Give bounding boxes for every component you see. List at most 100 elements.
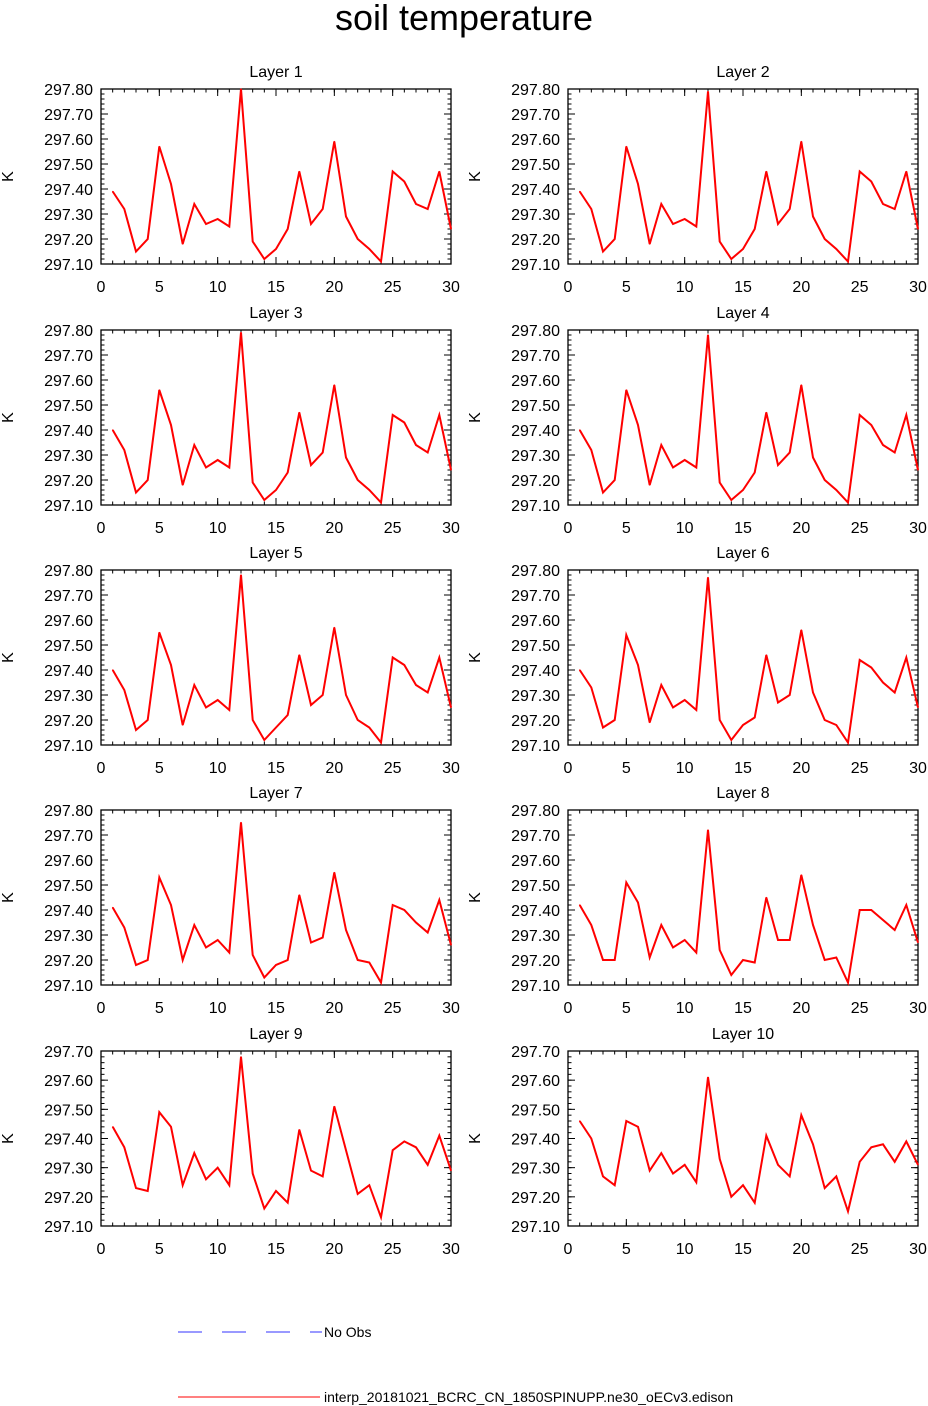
- data-point: [847, 260, 849, 263]
- data-point: [754, 471, 756, 474]
- y-tick-label: 297.40: [511, 903, 560, 920]
- data-point: [672, 1172, 674, 1175]
- x-tick-label: 0: [97, 1000, 106, 1017]
- x-tick-label: 20: [325, 279, 343, 296]
- data-point: [742, 959, 744, 961]
- data-point: [882, 1143, 884, 1145]
- y-tick-label: 297.20: [511, 473, 560, 490]
- data-point: [800, 140, 802, 143]
- data-point: [438, 899, 440, 901]
- plot-frame: [100, 569, 452, 746]
- x-tick-label: 20: [792, 1000, 810, 1017]
- y-tick-label: 297.20: [44, 953, 93, 970]
- data-point: [240, 574, 242, 576]
- y-axis-label: K: [0, 1133, 17, 1144]
- series-points: [579, 1076, 919, 1213]
- panel-8: Layer 8 K 297.10 297.20 297.30 297.40 297.50 29…: [467, 785, 927, 1017]
- data-point: [112, 669, 114, 671]
- panel-5: Layer 5 K 297.10 297.20 297.30 297.40 297.50 29…: [0, 545, 460, 777]
- data-point: [695, 951, 697, 954]
- series-line: [111, 822, 452, 986]
- y-tick-label: 297.10: [511, 738, 560, 755]
- data-point: [158, 389, 160, 391]
- data-point: [427, 691, 429, 694]
- y-tick-label: 297.30: [44, 207, 93, 224]
- series-line: [578, 334, 919, 505]
- data-point: [649, 1169, 651, 1172]
- y-tick-label: 297.30: [44, 1161, 93, 1178]
- panel-7: Layer 7 K 297.10 297.20 297.30 297.40 297.50 29…: [0, 785, 460, 1017]
- panel-title: Layer 6: [716, 545, 769, 562]
- x-tick-label: 5: [622, 760, 631, 777]
- data-point: [427, 208, 429, 210]
- data-point: [112, 1126, 114, 1128]
- x-tick-label: 10: [676, 1241, 694, 1258]
- figure-title: soil temperature: [335, 0, 593, 38]
- series-points: [112, 88, 452, 263]
- data-point: [228, 1184, 230, 1186]
- y-tick-label: 297.50: [511, 638, 560, 655]
- y-ticks: [101, 329, 451, 506]
- data-point: [298, 411, 300, 414]
- data-point: [882, 444, 884, 446]
- data-point: [894, 208, 896, 210]
- x-tick-label: 5: [622, 1000, 631, 1017]
- y-tick-label: 297.10: [44, 498, 93, 515]
- data-point: [158, 1111, 160, 1113]
- y-tick-label: 297.20: [511, 713, 560, 730]
- x-ticks: [567, 89, 919, 264]
- data-point: [170, 664, 172, 666]
- data-point: [228, 225, 230, 228]
- x-tick-label: 0: [564, 760, 573, 777]
- data-point: [812, 1143, 814, 1145]
- data-point: [123, 689, 125, 691]
- data-point: [625, 389, 627, 391]
- data-point: [730, 258, 732, 260]
- data-point: [730, 739, 732, 741]
- data-point: [147, 1190, 149, 1192]
- data-point: [415, 1146, 417, 1148]
- data-point: [824, 479, 826, 481]
- data-point: [357, 238, 359, 240]
- y-tick-label: 297.20: [44, 713, 93, 730]
- x-tick-label: 10: [676, 760, 694, 777]
- data-point: [637, 424, 639, 426]
- data-point: [777, 223, 779, 225]
- data-point: [859, 170, 861, 173]
- data-point: [135, 250, 137, 253]
- series-points: [112, 821, 452, 984]
- data-point: [345, 215, 347, 218]
- data-point: [812, 215, 814, 218]
- y-tick-label: 297.70: [44, 1044, 93, 1061]
- y-tick-label: 297.40: [44, 1132, 93, 1149]
- data-point: [147, 959, 149, 961]
- panel-1: Layer 1 K 297.10 297.20 297.30 297.40 297.50 29…: [0, 64, 460, 296]
- x-tick-label: 10: [209, 760, 227, 777]
- data-point: [789, 1175, 791, 1178]
- data-point: [287, 959, 289, 961]
- data-point: [322, 208, 324, 210]
- y-tick-label: 297.60: [511, 132, 560, 149]
- panel-4: Layer 4 K 297.10 297.20 297.30 297.40 297.50 29…: [467, 305, 927, 537]
- x-tick-label: 30: [909, 760, 927, 777]
- data-point: [193, 684, 195, 686]
- x-tick-label: 10: [676, 520, 694, 537]
- data-point: [894, 451, 896, 454]
- data-point: [707, 1076, 709, 1078]
- data-point: [450, 1169, 452, 1172]
- data-point: [310, 1169, 312, 1172]
- y-tick-label: 297.80: [511, 563, 560, 580]
- data-point: [672, 946, 674, 949]
- data-point: [147, 479, 149, 481]
- x-ticks: [567, 810, 919, 985]
- data-point: [730, 974, 732, 976]
- data-point: [392, 170, 394, 173]
- data-point: [684, 218, 686, 220]
- data-point: [298, 1129, 300, 1131]
- data-point: [917, 941, 919, 944]
- data-point: [765, 654, 767, 656]
- y-tick-label: 297.30: [44, 928, 93, 945]
- x-tick-label: 0: [564, 520, 573, 537]
- data-point: [625, 145, 627, 148]
